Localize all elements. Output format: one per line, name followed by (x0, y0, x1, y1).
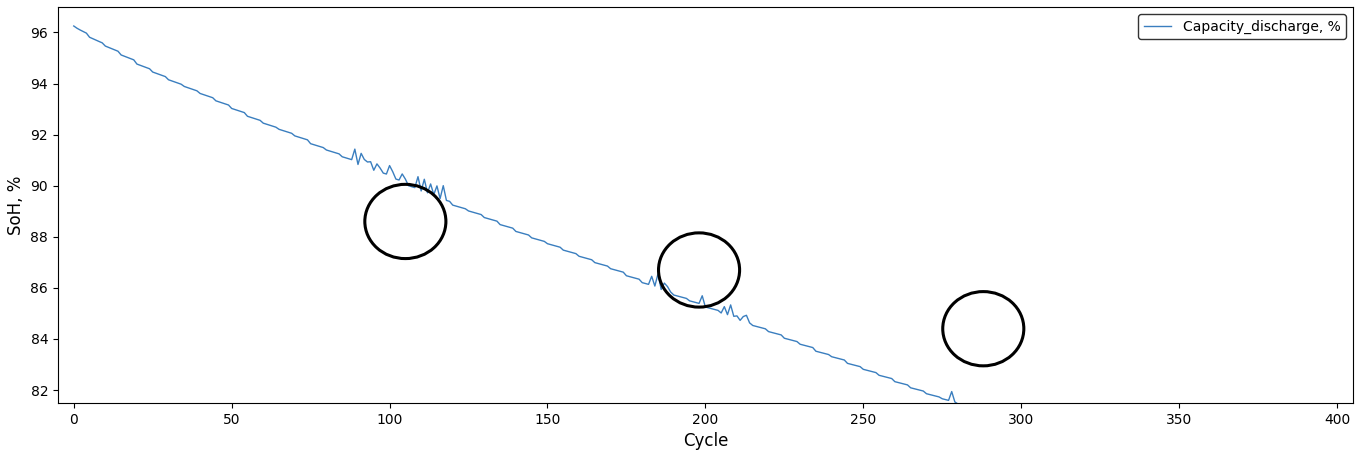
X-axis label: Cycle: Cycle (683, 432, 728, 450)
Capacity_discharge, % (65, 23, 82, 29)
Capacity_discharge, % (521, 232, 537, 238)
Capacity_discharge, % (758, 326, 774, 331)
Capacity_discharge, % (870, 372, 887, 378)
Line: Capacity_discharge, %: Capacity_discharge, % (73, 26, 1337, 457)
Capacity_discharge, % (230, 108, 246, 113)
Y-axis label: SoH, %: SoH, % (7, 175, 24, 234)
Capacity_discharge, % (700, 305, 717, 311)
Capacity_discharge, % (991, 416, 1008, 422)
Legend: Capacity_discharge, %: Capacity_discharge, % (1138, 14, 1346, 39)
